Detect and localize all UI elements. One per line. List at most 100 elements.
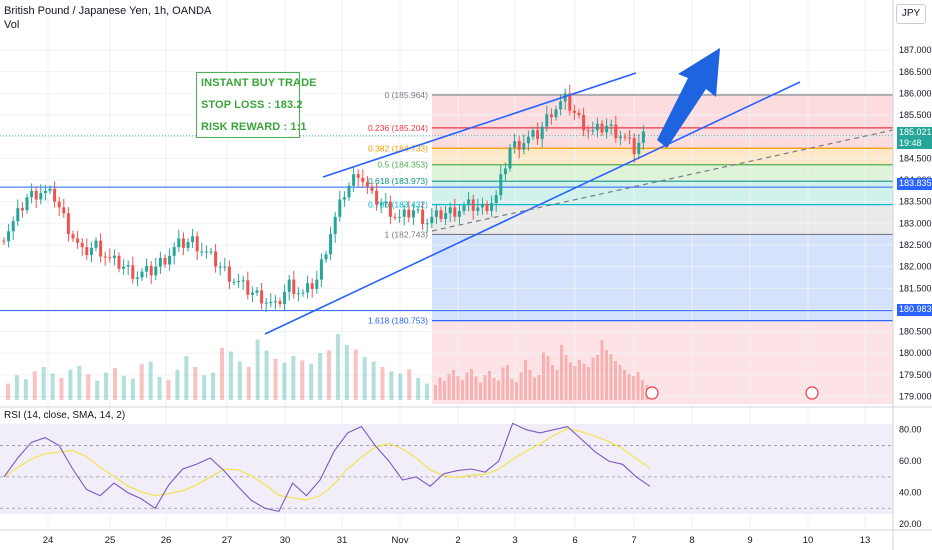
trade-signal-box: INSTANT BUY TRADE STOP LOSS : 183.2 RISK… xyxy=(196,72,316,138)
candle-body xyxy=(117,255,121,269)
candle-body xyxy=(329,234,333,255)
candle-body xyxy=(53,188,57,202)
volume-bar xyxy=(582,364,586,400)
currency-unit-button[interactable]: JPY xyxy=(896,4,926,24)
candle-body xyxy=(402,209,406,217)
candle-body xyxy=(2,240,6,242)
volume-bar xyxy=(50,373,55,400)
candle-body xyxy=(444,213,448,219)
candle-body xyxy=(490,203,494,212)
volume-bar xyxy=(77,365,82,400)
volume-bar xyxy=(353,349,358,400)
candle-body xyxy=(577,112,581,116)
volume-bar xyxy=(246,367,251,400)
candle-body xyxy=(333,216,337,235)
candle-countdown: 19:48 xyxy=(899,138,922,148)
candle-body xyxy=(379,203,383,205)
volume-bar xyxy=(327,350,331,400)
candlesticks xyxy=(2,84,645,313)
candle-body xyxy=(11,221,15,232)
volume-bar xyxy=(264,350,269,400)
volume-bar xyxy=(193,367,198,400)
volume-bar xyxy=(6,383,10,400)
candle-body xyxy=(526,136,530,144)
candle-body xyxy=(595,123,599,131)
candle-body xyxy=(126,265,130,267)
volume-bar xyxy=(139,364,144,400)
candle-body xyxy=(517,141,521,150)
candle-body xyxy=(218,266,222,268)
candle-body xyxy=(20,208,24,211)
rsi-band-fill xyxy=(0,424,893,514)
volume-bar xyxy=(211,372,216,400)
volume-bar xyxy=(166,380,171,400)
volume-bar xyxy=(86,374,91,400)
candle-body xyxy=(365,182,369,187)
lower-trendline xyxy=(264,81,801,335)
time-tick-label: 8 xyxy=(689,535,694,546)
volume-bar xyxy=(623,370,626,400)
trend-lines[interactable] xyxy=(264,48,894,335)
candle-body xyxy=(572,110,576,113)
candle-body xyxy=(471,199,475,212)
candle-body xyxy=(407,209,411,218)
volume-bar xyxy=(291,356,296,400)
fib-zone-lower-red xyxy=(432,320,893,404)
fib-zone-green xyxy=(432,164,893,182)
volume-bar xyxy=(438,377,442,400)
candle-body xyxy=(241,280,245,282)
time-tick-label: 26 xyxy=(161,535,172,546)
volume-bar xyxy=(344,345,349,400)
volume-bar xyxy=(627,374,631,400)
fib-zone-grey xyxy=(432,204,893,235)
candle-body xyxy=(273,301,277,303)
volume-bar xyxy=(456,376,460,400)
candle-body xyxy=(172,247,176,256)
candle-body xyxy=(393,216,397,218)
price-tick-label: 186.000 xyxy=(899,88,932,98)
candle-body xyxy=(361,177,365,183)
time-tick-label: 13 xyxy=(860,535,871,546)
candle-body xyxy=(16,208,20,222)
candle-body xyxy=(62,207,66,214)
candle-body xyxy=(388,201,392,217)
candle-body xyxy=(209,251,213,253)
candle-body xyxy=(135,277,139,279)
candle-body xyxy=(628,137,632,139)
volume-bar xyxy=(578,360,581,400)
volume-bar xyxy=(470,369,473,400)
time-tick-label: 9 xyxy=(747,535,752,546)
time-tick-label: 31 xyxy=(337,535,348,546)
candle-body xyxy=(30,190,34,198)
volume-bar xyxy=(68,369,73,400)
volume-bar xyxy=(202,375,207,400)
candle-body xyxy=(623,136,627,138)
candle-body xyxy=(425,223,429,225)
volume-bar xyxy=(398,373,403,400)
candle-body xyxy=(108,257,112,259)
fib-zone-orange xyxy=(432,148,893,165)
level-tag-upper: 183.835 xyxy=(897,178,932,190)
candle-body xyxy=(430,216,434,224)
candle-body xyxy=(39,192,43,200)
time-tick-label: 7 xyxy=(631,535,636,546)
candle-body xyxy=(287,279,291,292)
time-tick-label: 27 xyxy=(222,535,233,546)
candle-body xyxy=(448,207,452,214)
candle-body xyxy=(485,203,489,212)
price-tick-label: 179.000 xyxy=(899,392,932,402)
candle-body xyxy=(503,168,507,175)
candle-body xyxy=(384,201,388,204)
time-tick-label: 25 xyxy=(105,535,116,546)
volume-bar xyxy=(237,361,242,400)
volume-bar xyxy=(228,351,233,400)
volume-bar xyxy=(95,380,100,400)
candle-body xyxy=(462,205,466,212)
time-tick-label: 10 xyxy=(803,535,814,546)
volume-bar xyxy=(175,369,180,400)
volume-bar xyxy=(551,365,554,400)
candle-body xyxy=(232,281,236,283)
volume-bar xyxy=(255,339,260,400)
candle-body xyxy=(467,199,471,206)
